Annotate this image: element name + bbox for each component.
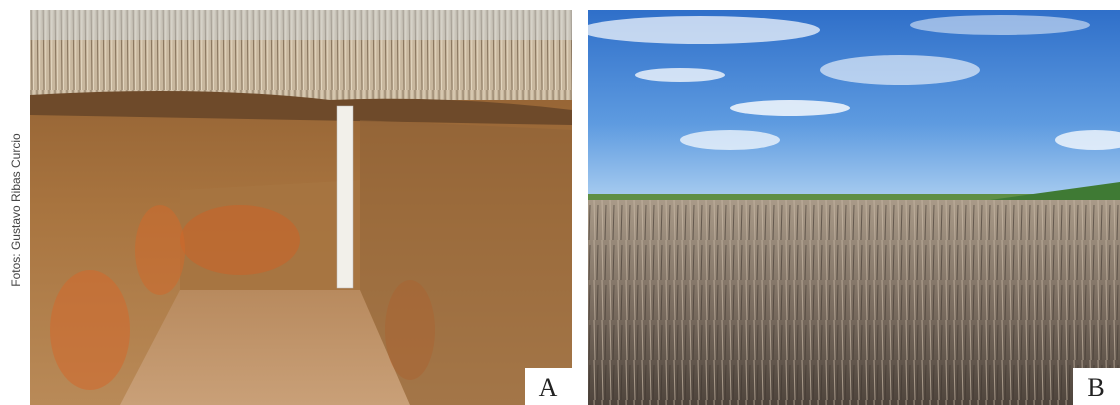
figure: Fotos: Gustavo Ribas Curcio A [0, 0, 1120, 405]
photo-credit: Fotos: Gustavo Ribas Curcio [9, 133, 23, 287]
panel-label: B [1087, 373, 1104, 402]
panel-label: A [539, 373, 558, 402]
photo-soybean-field [580, 10, 1120, 405]
photo-soil-profile [30, 10, 572, 405]
